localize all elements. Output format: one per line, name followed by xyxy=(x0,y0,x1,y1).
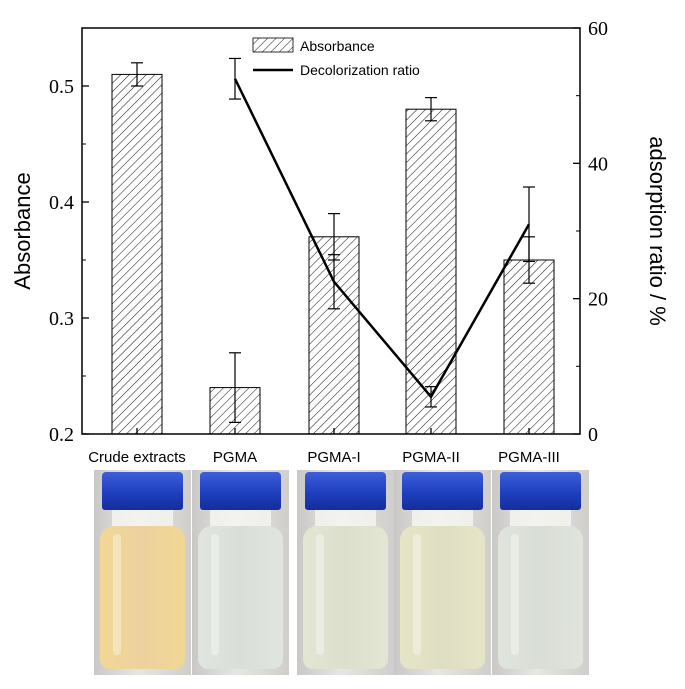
chart: 0.2 0.3 0.4 0.5 0 20 40 60 Absorbance adsorptio… xyxy=(10,18,670,466)
vial-neck xyxy=(412,510,473,528)
vial-shine xyxy=(211,534,220,655)
vial-liquid xyxy=(198,526,283,669)
vial-liquid xyxy=(498,526,583,669)
ytick-label-left-1: 0.3 xyxy=(49,308,74,330)
ytick-label-right-2: 40 xyxy=(588,153,608,175)
xtick-label-1: PGMA xyxy=(213,449,257,466)
y-axis-label-left: Absorbance xyxy=(10,172,35,289)
bar-absorbance-0 xyxy=(111,73,163,435)
vial-liquid xyxy=(400,526,485,669)
legend-label-absorbance: Absorbance xyxy=(300,38,375,54)
vial-cap xyxy=(500,472,581,510)
vial-shine xyxy=(316,534,325,655)
vial-neck xyxy=(112,510,173,528)
y-axis-label-right: adsorption ratio / % xyxy=(645,136,670,326)
vial-liquid xyxy=(303,526,388,669)
ytick-label-right-1: 20 xyxy=(588,289,608,311)
vial-neck xyxy=(315,510,376,528)
vial-shine xyxy=(413,534,422,655)
vial-neck xyxy=(510,510,571,528)
vial-neck xyxy=(210,510,271,528)
line-decolorization-ratio xyxy=(233,78,531,399)
xtick-label-3: PGMA-II xyxy=(402,449,460,466)
ytick-label-left-3: 0.5 xyxy=(49,76,74,98)
vial-photo-2 xyxy=(297,470,394,675)
vial-photo-3 xyxy=(394,470,491,675)
xtick-label-2: PGMA-I xyxy=(307,449,360,466)
bar-absorbance-4 xyxy=(503,259,555,435)
xtick-label-0: Crude extracts xyxy=(88,449,186,466)
vial-photo-4 xyxy=(492,470,589,675)
vial-photo-row xyxy=(0,470,685,680)
vial-cap xyxy=(200,472,281,510)
vial-liquid xyxy=(100,526,185,669)
vial-cap xyxy=(402,472,483,510)
ytick-label-left-2: 0.4 xyxy=(49,192,74,214)
vial-shine xyxy=(511,534,520,655)
vial-cap xyxy=(305,472,386,510)
ytick-label-left-0: 0.2 xyxy=(49,424,74,446)
vial-shine xyxy=(113,534,122,655)
legend: Absorbance Decolorization ratio xyxy=(252,37,420,78)
ytick-label-right-0: 0 xyxy=(588,424,598,446)
xtick-label-4: PGMA-III xyxy=(498,449,560,466)
legend-bar-swatch xyxy=(252,37,294,53)
vial-photo-0 xyxy=(94,470,191,675)
vial-cap xyxy=(102,472,183,510)
legend-label-decolorization: Decolorization ratio xyxy=(300,62,420,78)
vial-photo-1 xyxy=(192,470,289,675)
bar-absorbance-3 xyxy=(405,108,457,435)
ytick-label-right-3: 60 xyxy=(588,18,608,40)
